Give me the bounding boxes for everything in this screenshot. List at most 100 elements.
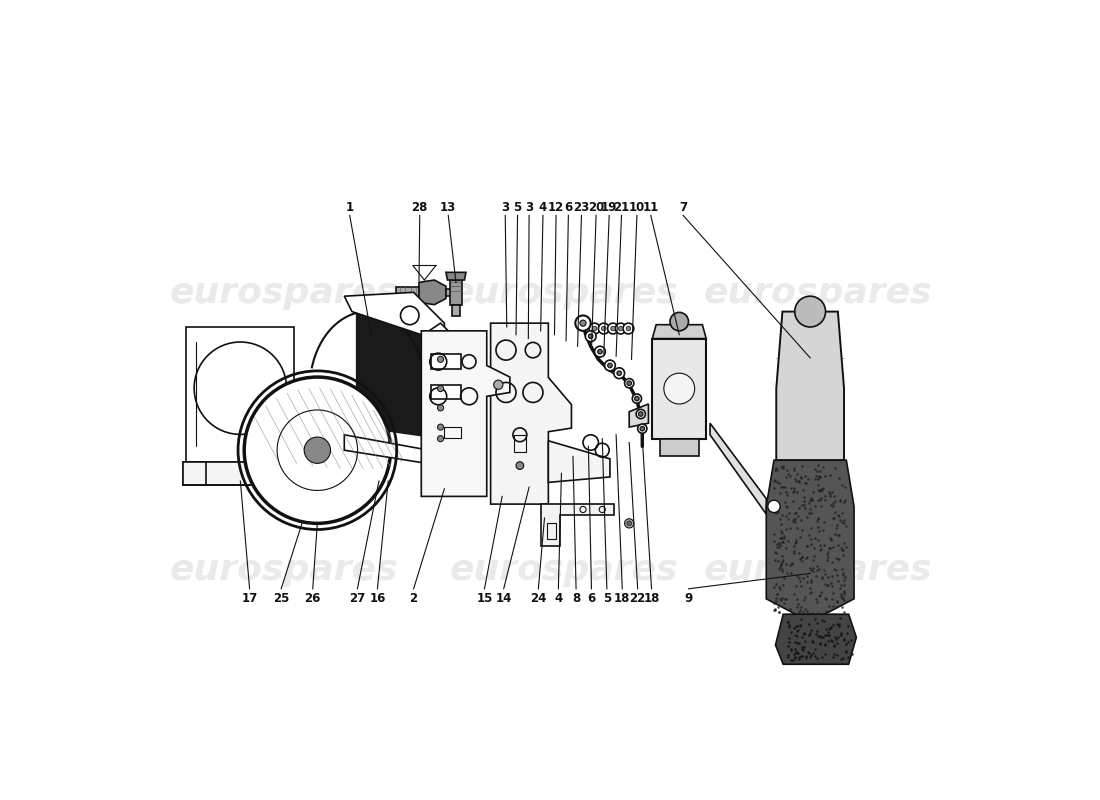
Text: eurospares: eurospares [450, 554, 678, 587]
Circle shape [588, 334, 593, 338]
Text: 25: 25 [273, 591, 289, 605]
Circle shape [602, 326, 606, 331]
Circle shape [244, 377, 390, 523]
Text: 21: 21 [614, 201, 629, 214]
Bar [660, 438, 698, 455]
Text: 18: 18 [614, 591, 630, 605]
Circle shape [627, 521, 631, 526]
Text: eurospares: eurospares [450, 276, 678, 310]
Text: 16: 16 [370, 591, 386, 605]
Circle shape [625, 518, 634, 528]
Polygon shape [429, 323, 455, 450]
Text: eurospares: eurospares [704, 554, 932, 587]
Text: 20: 20 [588, 201, 604, 214]
Circle shape [632, 394, 641, 403]
Circle shape [610, 326, 615, 331]
Circle shape [598, 323, 609, 334]
Bar [430, 385, 461, 398]
Circle shape [618, 326, 623, 331]
Circle shape [438, 356, 443, 362]
Text: 23: 23 [573, 201, 590, 214]
Circle shape [580, 320, 586, 326]
Circle shape [592, 326, 597, 331]
Polygon shape [777, 312, 844, 460]
Circle shape [607, 323, 618, 334]
Polygon shape [344, 435, 440, 466]
Bar [450, 280, 462, 305]
Circle shape [595, 346, 605, 357]
Bar [396, 287, 419, 298]
Circle shape [617, 371, 621, 375]
Circle shape [585, 331, 596, 342]
Bar [452, 305, 460, 316]
Circle shape [664, 373, 695, 404]
Text: 2: 2 [409, 591, 418, 605]
Circle shape [438, 405, 443, 411]
Text: 7: 7 [679, 201, 688, 214]
Text: 3: 3 [525, 201, 533, 214]
Circle shape [516, 462, 524, 470]
Bar [652, 338, 706, 438]
Text: 12: 12 [548, 201, 564, 214]
Polygon shape [421, 331, 510, 496]
Text: 8: 8 [572, 591, 580, 605]
Text: 6: 6 [564, 201, 572, 214]
Circle shape [625, 378, 634, 388]
Circle shape [614, 368, 625, 378]
Text: 27: 27 [350, 591, 365, 605]
Polygon shape [446, 272, 466, 280]
Circle shape [581, 321, 585, 326]
Circle shape [494, 380, 503, 390]
Polygon shape [491, 323, 572, 504]
Circle shape [575, 315, 591, 331]
Text: 19: 19 [601, 201, 617, 214]
Bar [547, 523, 556, 538]
Circle shape [640, 426, 645, 431]
Bar [446, 289, 460, 296]
Text: 24: 24 [530, 591, 547, 605]
Circle shape [438, 386, 443, 392]
Polygon shape [652, 325, 706, 338]
Polygon shape [183, 462, 206, 485]
Text: 11: 11 [642, 201, 659, 214]
Text: 5: 5 [514, 201, 521, 214]
Text: 5: 5 [603, 591, 611, 605]
Text: 22: 22 [629, 591, 646, 605]
Circle shape [638, 412, 644, 416]
Text: 4: 4 [539, 201, 547, 214]
Polygon shape [183, 462, 298, 485]
Text: 6: 6 [587, 591, 595, 605]
Text: 15: 15 [476, 591, 493, 605]
Polygon shape [356, 300, 437, 438]
Circle shape [438, 424, 443, 430]
Text: 26: 26 [305, 591, 321, 605]
Circle shape [670, 312, 689, 331]
Text: eurospares: eurospares [169, 276, 398, 310]
Polygon shape [767, 460, 854, 622]
Text: 3: 3 [502, 201, 509, 214]
Text: 28: 28 [411, 201, 428, 214]
Circle shape [623, 323, 634, 334]
Circle shape [607, 363, 613, 368]
Circle shape [605, 360, 615, 371]
Circle shape [794, 296, 825, 327]
Text: eurospares: eurospares [704, 276, 932, 310]
Circle shape [627, 381, 631, 386]
Text: 4: 4 [554, 591, 562, 605]
Text: 10: 10 [629, 201, 645, 214]
Circle shape [400, 306, 419, 325]
Polygon shape [629, 404, 649, 427]
Text: 9: 9 [684, 591, 693, 605]
Circle shape [626, 326, 630, 331]
Polygon shape [419, 280, 446, 305]
Circle shape [590, 323, 600, 334]
Text: 14: 14 [495, 591, 512, 605]
Circle shape [638, 424, 647, 434]
Bar [444, 427, 461, 438]
Circle shape [578, 318, 588, 329]
Circle shape [305, 437, 330, 463]
Polygon shape [541, 504, 614, 546]
Polygon shape [711, 423, 767, 514]
Polygon shape [776, 614, 856, 664]
Polygon shape [344, 292, 444, 342]
